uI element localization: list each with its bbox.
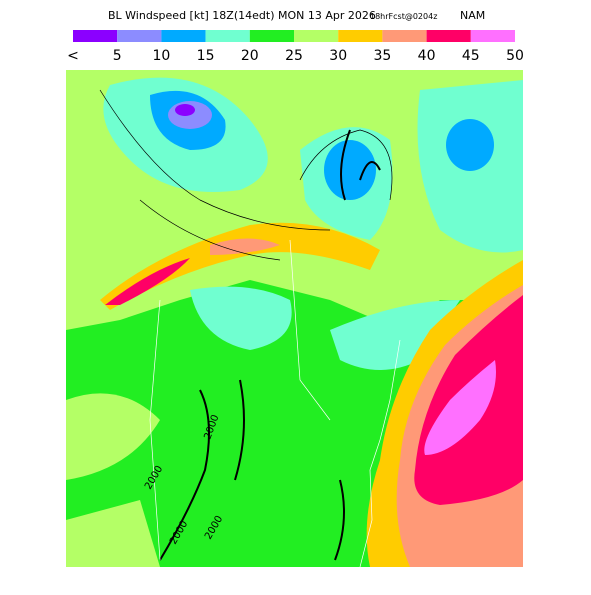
wind-field [175,104,195,116]
wind-field [210,238,280,255]
legend-swatch [294,30,339,42]
wind-field [330,300,460,370]
legend-swatch [470,30,515,42]
legend-label: 40 [418,48,436,64]
legend-swatch [382,30,427,42]
legend-swatch [249,30,294,42]
legend-label: < [67,48,79,64]
legend-label: 30 [329,48,347,64]
wind-field [446,119,494,171]
legend-label: 25 [285,48,303,64]
wind-field [66,393,160,480]
legend-swatch [117,30,162,42]
wind-field [66,500,160,567]
map [66,70,523,567]
wind-field [105,258,190,305]
wind-field [100,222,380,310]
legend-label: 10 [152,48,170,64]
legend-label: 15 [197,48,215,64]
legend-label: 20 [241,48,259,64]
legend-swatch [205,30,250,42]
legend-swatch [161,30,206,42]
forecast: 18hrFcst@0204z [370,12,437,21]
legend-label: 45 [462,48,480,64]
contour [159,129,381,561]
legend-label: 35 [373,48,391,64]
wind-field [190,286,292,350]
title: BL Windspeed [kt] 18Z(14edt) MON 13 Apr … [108,9,376,22]
wind-field [424,360,496,455]
boundary [149,239,401,567]
legend-label: 5 [113,48,122,64]
wind-field [324,140,376,200]
legend-swatch [426,30,471,42]
model: NAM [460,9,485,22]
legend-swatch [73,30,118,42]
legend-label: 50 [506,48,524,64]
contour [99,89,393,261]
color-legend: <5 10 15 20 25 30 35 40 45 50 [67,30,524,64]
legend-swatch [338,30,383,42]
